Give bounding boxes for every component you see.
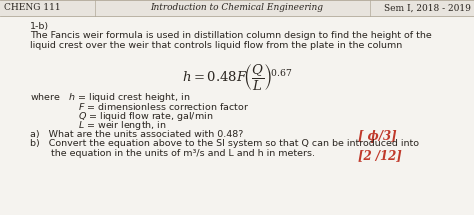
Text: the equation in the units of m³/s and L and h in meters.: the equation in the units of m³/s and L … [30,149,315,158]
Text: $F$ = dimensionless correction factor: $F$ = dimensionless correction factor [78,100,249,112]
Text: Sem I, 2018 - 2019: Sem I, 2018 - 2019 [384,3,471,12]
Text: The Fancis weir formula is used in distillation column design to find the height: The Fancis weir formula is used in disti… [30,32,432,40]
Text: b)   Convert the equation above to the SI system so that Q can be introduced int: b) Convert the equation above to the SI … [30,140,419,149]
Text: $h = 0.48F\!\left(\dfrac{Q}{L}\right)^{\!0.67}$: $h = 0.48F\!\left(\dfrac{Q}{L}\right)^{\… [182,63,292,93]
Text: Introduction to Chemical Engineering: Introduction to Chemical Engineering [151,3,323,12]
Text: $Q$ = liquid flow rate, gal/min: $Q$ = liquid flow rate, gal/min [78,110,213,123]
Text: [ ϕ/3]: [ ϕ/3] [358,130,397,143]
Text: $L$ = weir length, in: $L$ = weir length, in [78,120,167,132]
Bar [0,0,474,16]
Text: where   $h$ = liquid crest height, in: where $h$ = liquid crest height, in [30,91,191,104]
Text: CHENG 111: CHENG 111 [4,3,61,12]
Text: a)   What are the units associated with 0.48?: a) What are the units associated with 0.… [30,130,243,139]
Text: 1-b): 1-b) [30,22,49,31]
Text: liquid crest over the weir that controls liquid flow from the plate in the colum: liquid crest over the weir that controls… [30,41,402,50]
Text: [2 /12]: [2 /12] [358,149,402,162]
